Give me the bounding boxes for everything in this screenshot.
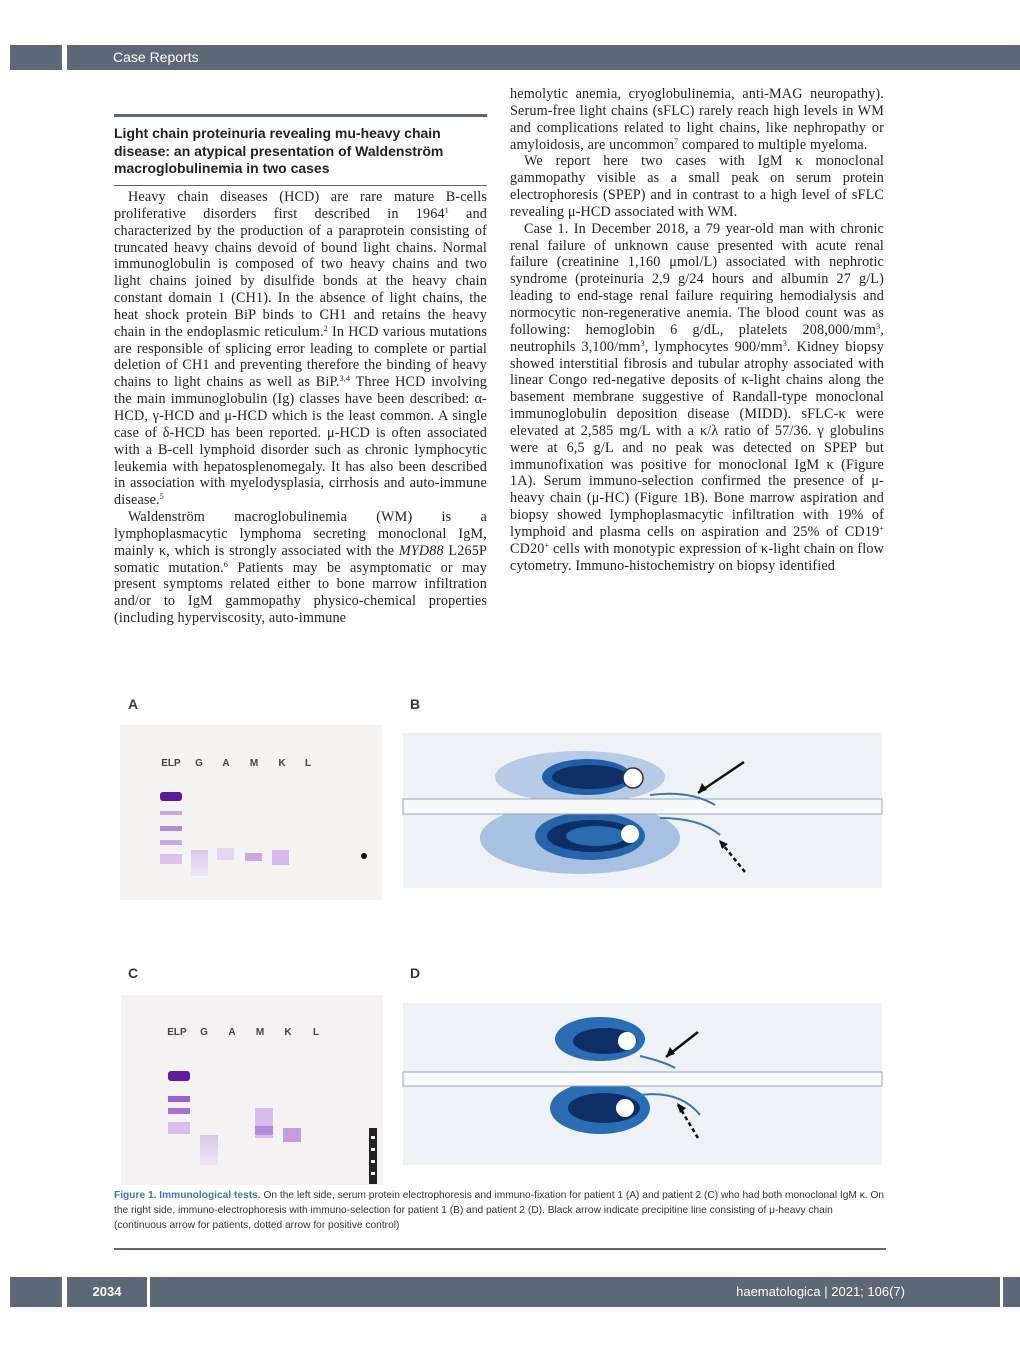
text-run: Patients may be asymptomatic or may pres… [114,559,487,627]
title-rule [114,114,487,117]
text-run: L265P somatic mutation. [114,542,487,576]
reference: 3 [640,338,645,348]
lane-label: M [256,1027,264,1038]
section-name: Case Reports [113,49,199,65]
immunoelectrophoresis-d [402,1003,883,1165]
paragraph: Heavy chain diseases (HCD) are rare matu… [114,189,487,509]
paragraph: We report here two cases with IgM κ mono… [510,153,884,220]
paragraph: Waldenström macroglobulinemia (WM) is a … [114,509,487,627]
paragraph: Case 1. In December 2018, a 79 year-old … [510,221,884,575]
lane-label: M [250,758,258,769]
lane-label: ELP [161,758,181,769]
header-block [10,45,62,70]
lane-label: A [228,1027,235,1038]
lane-label: K [278,758,286,769]
text-run: Case 1. In December 2018, a 79 year-old … [510,220,884,338]
lane-label: A [222,758,229,769]
footer-block [1003,1277,1020,1307]
reference: + [544,540,550,550]
paragraph: hemolytic anemia, cryoglobulinemia, anti… [510,86,884,153]
gel-a [120,725,382,900]
text-run: Heavy chain diseases (HCD) are rare matu… [114,189,487,222]
text-run: Three HCD involving the main immunoglobu… [114,374,487,509]
lane-label: G [195,758,203,769]
caption-title: Figure 1. Immunological tests. [114,1190,261,1201]
caption-text: On the left side, serum protein electrop… [114,1190,885,1231]
text-run: , lymphocytes 900/mm [644,338,783,355]
title-rule [114,185,487,186]
header-bar: Case Reports [67,45,1020,70]
right-column: hemolytic anemia, cryoglobulinemia, anti… [510,86,884,574]
gel-c [121,995,383,1185]
journal: haematologica | 2021; 106(7) [736,1284,905,1299]
article-title: Light chain proteinuria revealing mu-hea… [114,125,444,176]
text-run: . Kidney biopsy showed interstitial fibr… [510,338,884,540]
caption-rule [114,1248,886,1250]
lane-label: ELP [167,1027,187,1038]
text-run: We report here two cases with IgM κ mono… [510,153,884,220]
panel-label: D [410,965,420,981]
text-run: cells with monotypic expression of κ-lig… [510,540,884,574]
lane-label: G [200,1027,208,1038]
lane-label: L [313,1027,319,1038]
panel-label: B [410,696,420,712]
text-run: and characterized by the production of a… [114,205,487,340]
reference: 1 [444,205,449,215]
gene-name: MYD88 [398,542,444,559]
reference: 3,4 [339,374,351,384]
reference: 5 [159,492,164,502]
text-run: hemolytic anemia, cryoglobulinemia, anti… [510,86,884,153]
reference: + [879,523,884,533]
figure-caption: Figure 1. Immunological tests. On the le… [114,1188,886,1233]
reference: 2 [323,323,328,333]
footer-bar: haematologica | 2021; 106(7) [150,1277,1000,1307]
page-number: 2034 [67,1277,147,1307]
reference: 7 [674,136,679,146]
lane-label: K [284,1027,292,1038]
left-column: Heavy chain diseases (HCD) are rare matu… [114,189,487,627]
reference: 3 [876,321,881,331]
text-run: , neutrophils 3,100/mm [510,321,884,355]
reference: 6 [223,559,228,569]
lane-label: L [305,758,311,769]
text-run: compared to multiple myeloma. [678,136,868,153]
text-run: CD20 [510,540,545,557]
immunoelectrophoresis-b [402,733,883,888]
reference: 3 [782,338,787,348]
text-run: Waldenström macroglobulinemia (WM) is a … [114,509,487,559]
footer-block [10,1277,62,1307]
panel-label: C [128,965,138,981]
text-run: In HCD various mutations are responsible… [114,323,487,391]
panel-label: A [128,696,138,712]
